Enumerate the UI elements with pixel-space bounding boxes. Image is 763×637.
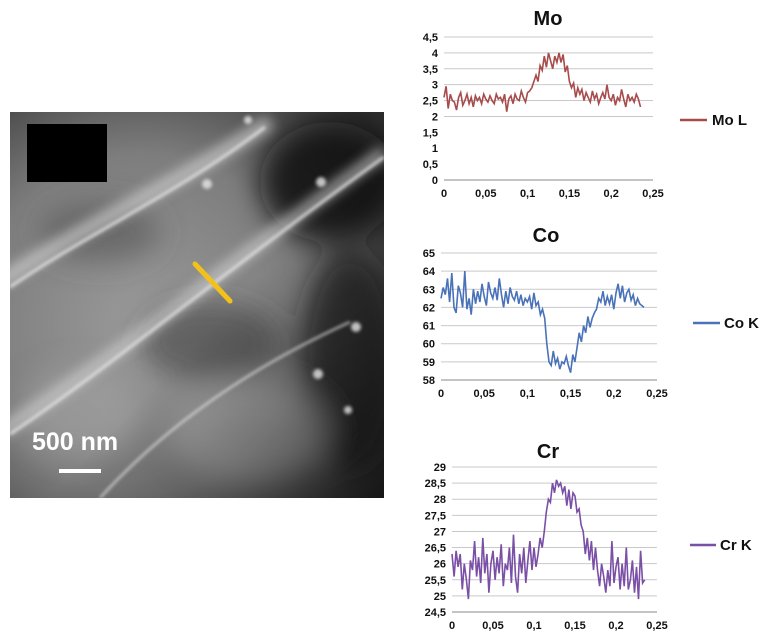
cr-x-tick-label: 0,2: [608, 620, 623, 632]
cr-y-tick-label: 25,5: [425, 575, 446, 587]
mo-y-tick-label: 3,5: [423, 64, 438, 76]
co-x-tick-label: 0: [438, 388, 444, 400]
co-y-tick-label: 58: [423, 375, 435, 387]
cr-y-tick-label: 28,5: [425, 478, 446, 490]
mo-x-tick-label: 0: [441, 188, 447, 200]
cr-chart-title: Cr: [537, 441, 559, 463]
cr-x-tick-label: 0: [449, 620, 455, 632]
co-x-tick-label: 0,1: [520, 388, 535, 400]
co-y-tick-label: 61: [423, 321, 435, 333]
co-y-tick-label: 63: [423, 284, 435, 296]
co-x-tick-label: 0,25: [646, 388, 667, 400]
mo-y-tick-label: 2,5: [423, 96, 438, 108]
mo-y-tick-label: 0: [432, 175, 438, 187]
mo-y-tick-label: 2: [432, 111, 438, 123]
scale-bar-label: 500 nm: [32, 428, 118, 456]
co-x-tick-label: 0,15: [560, 388, 581, 400]
co-y-tick-label: 59: [423, 357, 435, 369]
mo-x-tick-label: 0,25: [642, 188, 663, 200]
cr-x-tick-label: 0,1: [526, 620, 541, 632]
cr-y-tick-label: 24,5: [425, 607, 446, 619]
scale-bar: [59, 469, 101, 473]
co-x-tick-label: 0,05: [473, 388, 494, 400]
line-scan-marker: [192, 261, 233, 304]
co-x-tick-label: 0,2: [606, 388, 621, 400]
mo-y-tick-label: 1,5: [423, 127, 438, 139]
cr-y-tick-label: 26: [434, 559, 446, 571]
mo-x-tick-label: 0,05: [475, 188, 496, 200]
mo-legend-label: Mo L: [712, 112, 747, 129]
stem-micrograph: 500 nm: [10, 112, 384, 498]
co-chart: Co 58 59 60 61 62 63 64 65 0 0,05 0,1 0,15 0,2 0,25 C…: [423, 225, 759, 400]
mo-series-line: [443, 52, 642, 112]
co-series-line: [440, 271, 645, 373]
mo-x-tick-label: 0,15: [559, 188, 580, 200]
mo-y-tick-label: 4,5: [423, 32, 438, 44]
mo-y-tick-label: 3: [432, 80, 438, 92]
mo-x-tick-label: 0,2: [604, 188, 619, 200]
mo-y-tick-label: 0,5: [423, 159, 438, 171]
cr-y-tick-label: 29: [434, 462, 446, 474]
cr-x-tick-label: 0,25: [646, 620, 667, 632]
cr-y-tick-label: 27: [434, 526, 446, 538]
co-y-tick-label: 60: [423, 339, 435, 351]
co-y-tick-label: 65: [423, 248, 435, 260]
cr-series-line: [451, 479, 646, 600]
cr-x-tick-label: 0,05: [482, 620, 503, 632]
mo-x-tick-label: 0,1: [520, 188, 535, 200]
cr-x-tick-label: 0,15: [564, 620, 585, 632]
cr-chart: Cr 24,5 25 25,5 26 26,5 27 27,5 28 28,5 29 0 0,05 0,…: [425, 441, 752, 632]
cr-y-tick-label: 28: [434, 494, 446, 506]
mo-chart-title: Mo: [534, 8, 563, 30]
redacted-box: [27, 124, 107, 182]
cr-y-tick-label: 27,5: [425, 510, 446, 522]
mo-chart: Mo 0 0,5 1 1,5 2 2,5 3 3,5 4 4,5 0 0,05 0,1 0,15 0,2 0,…: [423, 8, 747, 200]
mo-y-tick-label: 1: [432, 143, 438, 155]
cr-legend-label: Cr K: [720, 537, 752, 554]
cr-y-tick-label: 26,5: [425, 543, 446, 555]
co-chart-title: Co: [533, 225, 560, 247]
mo-y-tick-label: 4: [432, 48, 439, 60]
cr-y-tick-label: 25: [434, 591, 446, 603]
co-y-tick-label: 64: [423, 266, 436, 278]
co-y-tick-label: 62: [423, 302, 435, 314]
co-legend-label: Co K: [724, 315, 759, 332]
